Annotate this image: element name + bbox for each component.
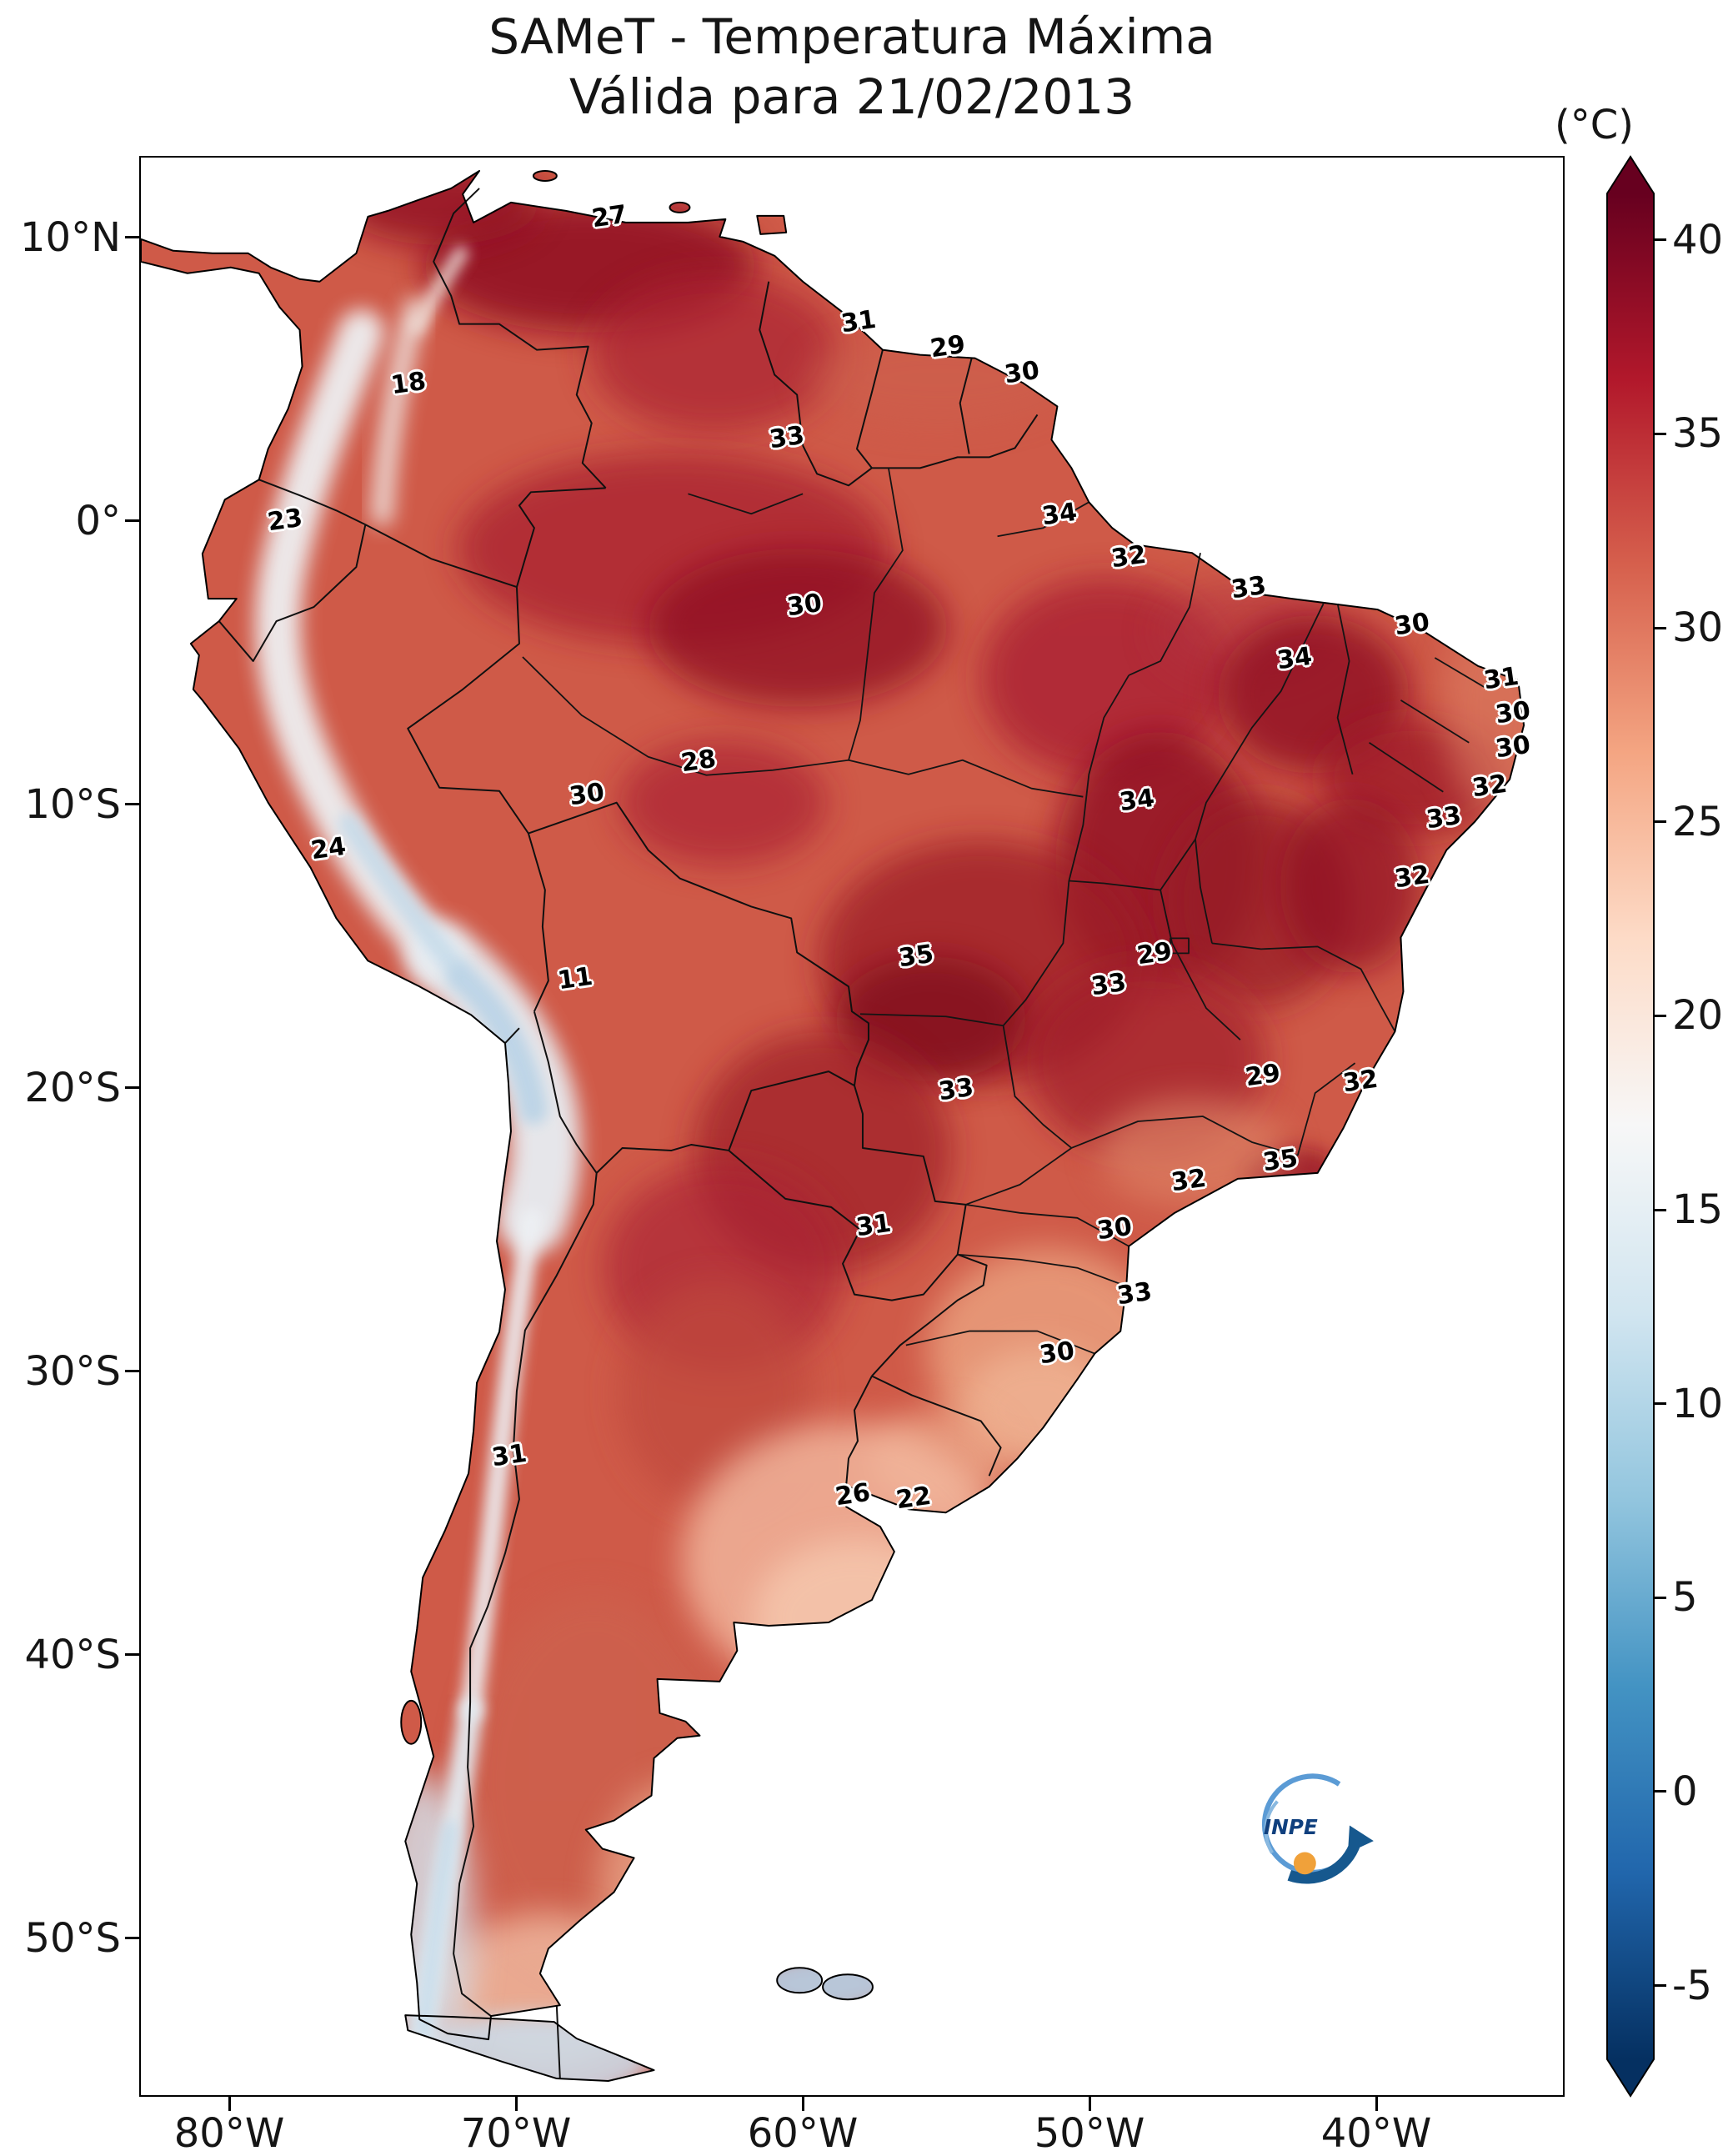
colorbar-tick-mark (1655, 820, 1666, 824)
colorbar-tick-label: 30 (1672, 604, 1723, 652)
y-tick-label: 40°S (24, 1631, 121, 1678)
logo-orange-dot-icon (1293, 1852, 1316, 1875)
colorbar-tick-label: 10 (1672, 1380, 1723, 1427)
map-plot-area: 27 31 29 30 18 33 34 23 32 33 30 30 34 31 30 30 28 32 30 34… (139, 156, 1565, 2097)
colorbar-tick-mark (1655, 1984, 1666, 1988)
y-tick-mark (125, 1370, 139, 1373)
logo-arrow-body (1287, 1840, 1361, 1884)
colorbar-tick-label: 40 (1672, 216, 1723, 263)
colorbar-tick-label: 20 (1672, 992, 1723, 1040)
logo-swirl-inner (1264, 1800, 1279, 1854)
colorbar-tick-label: 15 (1672, 1186, 1723, 1234)
south-america-map (141, 169, 1525, 2083)
inpe-logo: INPE (1261, 1773, 1374, 1884)
colorbar-tick-mark (1655, 432, 1666, 435)
colorbar-tick-label: 35 (1672, 410, 1723, 458)
colorbar-tick-label: -5 (1672, 1962, 1712, 2009)
y-tick-mark (125, 803, 139, 806)
colorbar-tick-mark (1655, 1208, 1666, 1211)
y-tick-mark (125, 519, 139, 523)
state-borders (522, 468, 1489, 1355)
x-tick-label: 50°W (1034, 2110, 1145, 2156)
colorbar-tick-mark (1655, 1596, 1666, 1599)
colorbar-tick-mark (1655, 626, 1666, 629)
colorbar-tick-label: 5 (1672, 1574, 1698, 1622)
colorbar-tick-label: 0 (1672, 1767, 1698, 1815)
x-tick-label: 70°W (460, 2110, 572, 2156)
x-tick-mark (1088, 2097, 1091, 2111)
y-tick-label: 10°N (20, 213, 121, 261)
x-tick-mark (1375, 2097, 1378, 2111)
y-tick-label: 0° (75, 497, 121, 544)
andes-cold-band (254, 245, 581, 2064)
x-tick-label: 40°W (1320, 2110, 1432, 2156)
chart-title: SAMeT - Temperatura Máxima Válida para 2… (139, 7, 1565, 127)
colorbar-tick-mark (1655, 1402, 1666, 1406)
colorbar-tick-label: 25 (1672, 798, 1723, 845)
colorbar-tick-mark (1655, 238, 1666, 242)
y-tick-label: 10°S (24, 780, 121, 828)
x-tick-mark (228, 2097, 231, 2111)
y-tick-label: 30°S (24, 1347, 121, 1395)
title-line2: Válida para 21/02/2013 (568, 68, 1135, 125)
country-borders (218, 188, 1039, 2079)
colorbar-unit-label: (°C) (1555, 102, 1634, 148)
colorbar-tick-mark (1655, 1014, 1666, 1017)
title-line1: SAMeT - Temperatura Máxima (488, 8, 1215, 65)
x-tick-mark (514, 2097, 518, 2111)
colorbar-gradient-bar (1606, 155, 1655, 2098)
y-tick-mark (125, 1937, 139, 1940)
y-tick-label: 20°S (24, 1064, 121, 1111)
y-tick-mark (125, 236, 139, 239)
x-tick-label: 80°W (173, 2110, 285, 2156)
y-tick-mark (125, 1653, 139, 1657)
colorbar-tick-mark (1655, 1790, 1666, 1793)
logo-arrow-head-icon (1347, 1825, 1374, 1853)
logo-text: INPE (1264, 1815, 1318, 1839)
y-tick-mark (125, 1086, 139, 1090)
y-tick-label: 50°S (24, 1914, 121, 1962)
colorbar (1606, 155, 1655, 2098)
x-tick-label: 60°W (747, 2110, 859, 2156)
x-tick-mark (801, 2097, 804, 2111)
